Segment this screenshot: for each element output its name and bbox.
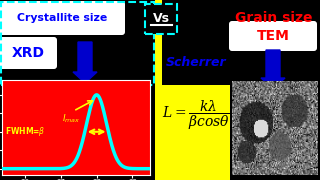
Bar	[155, 0, 162, 180]
FancyBboxPatch shape	[0, 37, 57, 69]
Text: $I_{max}$: $I_{max}$	[61, 112, 80, 125]
FancyBboxPatch shape	[229, 21, 317, 51]
Text: Grain size: Grain size	[235, 11, 313, 25]
Text: Scherrer: Scherrer	[166, 55, 226, 69]
Polygon shape	[261, 50, 285, 89]
Text: TEM: TEM	[257, 29, 289, 43]
Text: Vs: Vs	[153, 12, 170, 26]
Polygon shape	[73, 42, 97, 83]
Bar	[162, 85, 230, 180]
Text: FWHM=$\beta$: FWHM=$\beta$	[5, 125, 46, 138]
Text: $L = \dfrac{k\lambda}{\beta cos\theta}$: $L = \dfrac{k\lambda}{\beta cos\theta}$	[162, 98, 230, 132]
Text: Crystallite size: Crystallite size	[17, 13, 107, 23]
FancyBboxPatch shape	[0, 1, 125, 35]
FancyBboxPatch shape	[145, 4, 177, 34]
Text: XRD: XRD	[12, 46, 44, 60]
